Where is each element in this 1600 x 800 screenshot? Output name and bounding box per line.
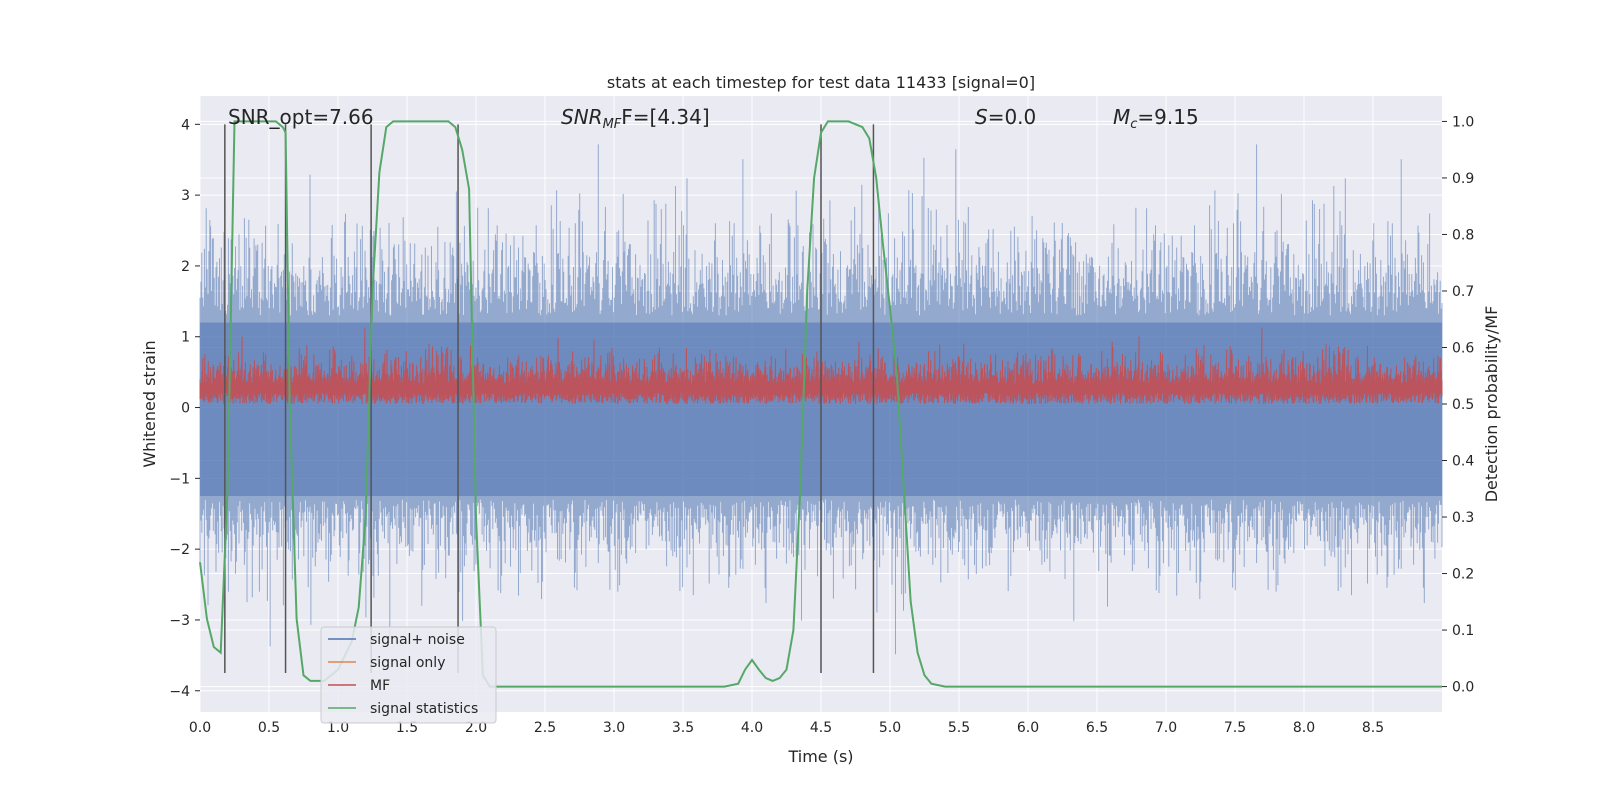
signal-statistics-series bbox=[199, 120, 1442, 688]
y-tick-label-left: 3 bbox=[181, 188, 190, 204]
x-tick-label: 6.5 bbox=[1086, 720, 1108, 736]
legend: signal+ noise signal only MF signal stat… bbox=[320, 626, 497, 724]
y-axis-label-left: Whitened strain bbox=[140, 340, 159, 467]
y-tick-label-left: 4 bbox=[181, 117, 190, 133]
legend-label-signal-only: signal only bbox=[370, 655, 445, 671]
y-axis-label-right: Detection probability/MF bbox=[1482, 306, 1501, 503]
x-tick-label: 8.5 bbox=[1362, 720, 1384, 736]
x-tick-label: 4.0 bbox=[741, 720, 763, 736]
annotation-mc: Mc=9.15 bbox=[1113, 105, 1199, 132]
y-tick-label-right: 0.6 bbox=[1452, 340, 1474, 356]
x-tick-label: 2.5 bbox=[534, 720, 556, 736]
y-tick-label-right: 0.8 bbox=[1452, 227, 1474, 243]
y-tick-label-left: −3 bbox=[169, 613, 190, 629]
x-tick-label: 2.0 bbox=[465, 720, 487, 736]
y-tick-label-left: 0 bbox=[181, 401, 190, 417]
x-tick-label: 0.0 bbox=[189, 720, 211, 736]
annotation-s-val: =0.0 bbox=[988, 105, 1037, 129]
legend-label-mf: MF bbox=[370, 678, 390, 694]
x-tick-label: 5.5 bbox=[948, 720, 970, 736]
x-tick-label: 4.5 bbox=[810, 720, 832, 736]
annotation-mc-var: M bbox=[1113, 105, 1130, 129]
y-tick-label-right: 0.1 bbox=[1452, 623, 1474, 639]
x-tick-label: 6.0 bbox=[1017, 720, 1039, 736]
x-tick-label: 8.0 bbox=[1293, 720, 1315, 736]
x-tick-label: 3.5 bbox=[672, 720, 694, 736]
annotation-snr-mf-suffix: F=[4.34] bbox=[621, 105, 709, 129]
y-tick-label-right: 0.7 bbox=[1452, 284, 1474, 300]
signal-statistics-line bbox=[199, 120, 1442, 688]
x-tick-label: 7.5 bbox=[1224, 720, 1246, 736]
y-tick-label-right: 0.9 bbox=[1452, 171, 1474, 187]
annotation-snr-mf-sub: MF bbox=[603, 117, 622, 132]
x-tick-label: 1.0 bbox=[327, 720, 349, 736]
x-axis-label: Time (s) bbox=[787, 747, 853, 766]
annotation-mc-sub: c bbox=[1130, 117, 1137, 132]
legend-label-signal-statistics: signal statistics bbox=[370, 701, 478, 717]
x-tick-label: 7.0 bbox=[1155, 720, 1177, 736]
y-tick-label-left: −2 bbox=[169, 542, 190, 558]
annotation-s-var: S bbox=[975, 105, 988, 129]
legend-label-signal-noise: signal+ noise bbox=[370, 632, 465, 648]
y-tick-label-right: 0.2 bbox=[1452, 567, 1474, 583]
y-tick-label-right: 0.4 bbox=[1452, 454, 1474, 470]
y-tick-label-left: 2 bbox=[181, 259, 190, 275]
y-tick-label-right: 0.5 bbox=[1452, 397, 1474, 413]
tick-labels: 0.0 0.5 1.0 1.5 2.0 2.5 3.0 3.5 4.0 4.5 5.0 5.5 6.0 6… bbox=[169, 114, 1474, 736]
x-tick-label: 3.0 bbox=[603, 720, 625, 736]
chart-title: stats at each timestep for test data 114… bbox=[607, 73, 1035, 92]
y-tick-label-right: 0.3 bbox=[1452, 510, 1474, 526]
annotation-mc-val: =9.15 bbox=[1137, 105, 1198, 129]
x-tick-label: 1.5 bbox=[396, 720, 418, 736]
annotation-snr-opt: SNR_opt=7.66 bbox=[228, 105, 374, 129]
y-tick-label-left: 1 bbox=[181, 330, 190, 346]
y-tick-label-right: 0.0 bbox=[1452, 680, 1474, 696]
annotation-snr-mf: SNRMFF=[4.34] bbox=[561, 105, 710, 132]
y-tick-label-right: 1.0 bbox=[1452, 114, 1474, 130]
annotation-s: S=0.0 bbox=[975, 105, 1036, 129]
y-tick-label-left: −4 bbox=[169, 684, 190, 700]
x-tick-label: 5.0 bbox=[879, 720, 901, 736]
annotation-snr-mf-prefix: SNR bbox=[561, 105, 603, 129]
legend-box bbox=[320, 626, 497, 724]
vertical-markers bbox=[224, 124, 875, 674]
x-tick-label: 0.5 bbox=[258, 720, 280, 736]
y-tick-label-left: −1 bbox=[169, 471, 190, 487]
